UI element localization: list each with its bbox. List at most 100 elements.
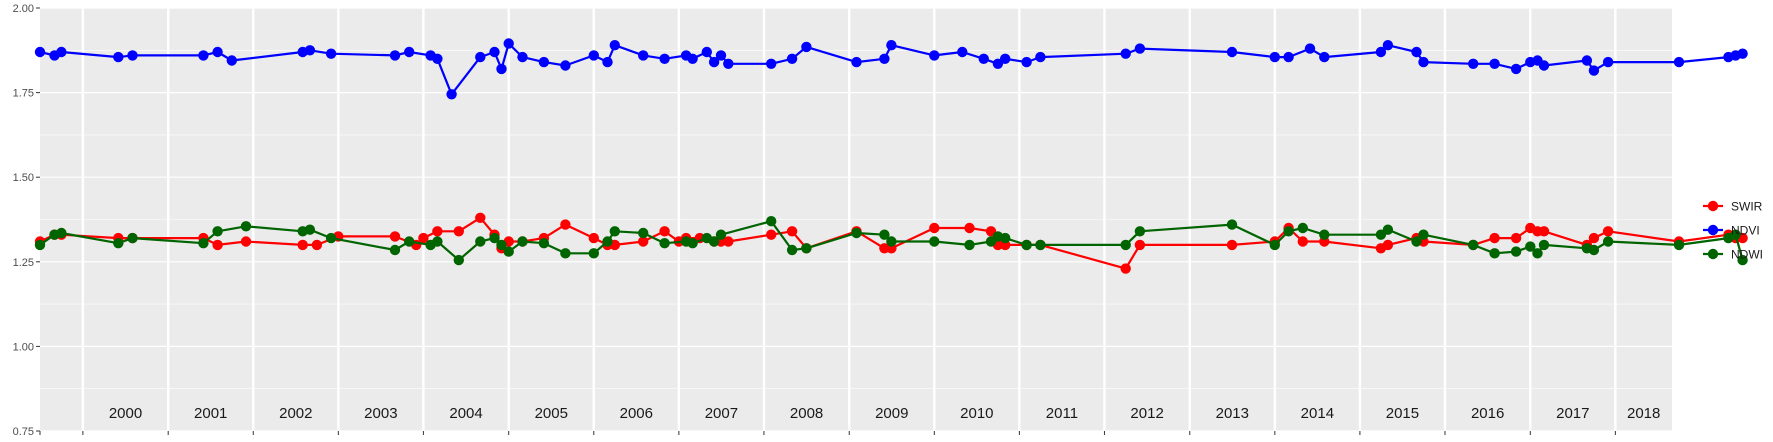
data-point-ndvi — [1319, 51, 1330, 63]
data-point-swir — [1297, 236, 1309, 247]
data-point-ndwi — [1134, 226, 1146, 237]
x-year-label: 2011 — [1046, 405, 1078, 422]
data-point-ndvi — [609, 40, 620, 51]
data-point-ndvi — [113, 51, 124, 63]
data-point-ndwi — [1489, 248, 1500, 259]
data-point-ndvi — [1000, 53, 1011, 64]
data-point-ndvi — [886, 40, 897, 51]
y-tick-label: 1.25 — [13, 257, 34, 269]
data-point-ndvi — [992, 58, 1004, 69]
data-point-swir — [475, 212, 486, 223]
data-point-ndvi — [723, 58, 734, 69]
data-point-swir — [1510, 232, 1522, 244]
data-point-ndvi — [127, 50, 138, 61]
series-layer — [34, 38, 1748, 274]
data-point-ndwi — [1510, 246, 1522, 257]
data-point-ndwi — [496, 239, 507, 251]
data-point-ndvi — [602, 56, 613, 68]
data-point-ndvi — [538, 56, 550, 68]
data-point-ndwi — [1418, 229, 1429, 240]
data-point-ndvi — [503, 38, 514, 49]
legend-label: SWIR — [1731, 200, 1763, 214]
data-point-ndwi — [1226, 219, 1238, 230]
data-point-ndvi — [1510, 63, 1522, 75]
data-point-ndwi — [389, 244, 401, 256]
legend-label: NDVI — [1731, 224, 1760, 238]
y-axis: 0.75 1.00 1.25 1.50 1.75 2.00 — [13, 3, 40, 438]
data-point-ndwi — [886, 236, 897, 247]
data-point-ndwi — [489, 232, 500, 244]
legend-item-ndvi: NDVI — [1703, 224, 1760, 238]
x-year-label: 2007 — [705, 405, 738, 422]
data-point-ndvi — [1737, 48, 1748, 59]
data-point-ndwi — [766, 216, 777, 227]
y-tick-label: 1.50 — [13, 172, 34, 184]
data-point-ndvi — [475, 51, 486, 63]
x-year-label: 2000 — [109, 405, 142, 422]
data-point-swir — [297, 239, 308, 251]
data-point-swir — [1489, 232, 1500, 244]
legend-label: NDWI — [1731, 248, 1763, 262]
data-point-ndvi — [1269, 51, 1281, 63]
data-point-ndvi — [496, 63, 507, 75]
data-point-ndvi — [1304, 43, 1316, 54]
data-point-swir — [638, 236, 649, 247]
x-year-label: 2002 — [279, 405, 312, 422]
data-point-ndvi — [766, 58, 777, 69]
x-year-label: 2010 — [960, 405, 993, 422]
data-point-swir — [1538, 226, 1550, 237]
data-point-ndvi — [517, 51, 528, 63]
data-point-ndvi — [34, 46, 46, 58]
grid-layer — [40, 7, 1672, 432]
data-point-ndwi — [1319, 229, 1330, 240]
data-point-ndwi — [687, 238, 698, 249]
data-point-ndwi — [964, 239, 975, 251]
data-point-swir — [389, 231, 401, 242]
data-point-swir — [786, 226, 798, 237]
data-point-ndwi — [404, 236, 415, 247]
x-year-label: 2015 — [1386, 405, 1419, 422]
data-point-ndvi — [1375, 46, 1387, 58]
data-point-ndwi — [1588, 244, 1600, 256]
data-point-ndwi — [708, 236, 720, 247]
data-point-ndwi — [240, 221, 252, 232]
data-point-ndwi — [1602, 236, 1614, 247]
data-point-swir — [964, 222, 975, 234]
data-point-swir — [240, 236, 252, 247]
data-point-ndvi — [325, 48, 337, 59]
data-point-swir — [212, 239, 223, 251]
data-point-ndwi — [517, 236, 528, 247]
data-point-ndwi — [1538, 239, 1550, 251]
data-point-ndvi — [1226, 46, 1238, 58]
x-year-label: 2003 — [364, 405, 397, 422]
data-point-ndwi — [659, 238, 670, 249]
data-point-ndvi — [1035, 51, 1046, 63]
data-point-ndwi — [560, 248, 571, 259]
data-point-ndvi — [957, 46, 968, 58]
series-ndvi — [34, 38, 1748, 100]
data-point-ndwi — [1532, 248, 1543, 259]
data-point-ndvi — [446, 89, 457, 100]
data-point-ndvi — [489, 46, 500, 58]
data-point-ndvi — [389, 50, 401, 61]
data-point-ndvi — [1411, 46, 1422, 58]
data-point-ndwi — [1673, 239, 1685, 251]
data-point-swir — [418, 232, 429, 244]
data-point-swir — [1588, 232, 1600, 244]
data-point-swir — [1226, 239, 1238, 251]
legend: SWIR NDVI NDWI — [1703, 200, 1763, 262]
data-point-ndvi — [638, 50, 649, 61]
x-year-label: 2006 — [620, 405, 653, 422]
data-point-ndvi — [701, 46, 712, 58]
data-point-ndvi — [978, 53, 989, 64]
data-point-ndwi — [715, 229, 727, 240]
data-point-ndwi — [1120, 239, 1131, 251]
data-point-ndwi — [475, 236, 486, 247]
legend-swatch-point — [1707, 248, 1719, 260]
y-tick-label: 1.75 — [13, 88, 34, 100]
data-point-ndwi — [638, 227, 649, 239]
data-point-ndwi — [127, 232, 138, 244]
data-point-ndwi — [1411, 236, 1422, 247]
data-point-ndwi — [1382, 224, 1394, 235]
